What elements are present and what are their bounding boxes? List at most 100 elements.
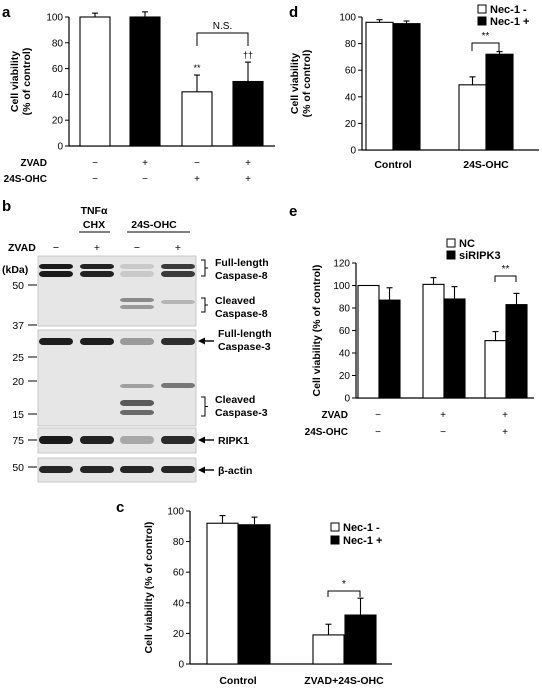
y-tick-label: 120	[333, 259, 350, 270]
band-bracket	[201, 297, 206, 313]
mw-marker-label: 25	[12, 352, 24, 364]
mw-marker-label: 37	[12, 320, 24, 332]
band-caspase-3-full	[120, 338, 154, 345]
bar	[422, 283, 445, 399]
legend-swatch	[330, 522, 340, 532]
band-caspase-3-full	[161, 338, 195, 345]
y-tick-label: 0	[350, 146, 356, 157]
y-axis-label: Cell viability	[289, 53, 301, 114]
y-tick-label: 80	[345, 39, 357, 50]
y-tick-label: 100	[339, 13, 356, 24]
band-beta-actin	[80, 466, 114, 473]
significance-label: **	[482, 31, 490, 42]
x-category-label: 24S-OHC	[463, 159, 509, 171]
bar	[378, 299, 401, 399]
legend-entry: Nec-1 -	[343, 522, 380, 534]
zvad-lane-value: +	[175, 242, 181, 254]
bar	[344, 614, 377, 665]
zvad-label: ZVAD	[8, 242, 36, 254]
mw-marker-label: 75	[12, 435, 24, 447]
band-beta-actin	[120, 466, 154, 473]
legend-entry: Nec-1 -	[490, 4, 527, 16]
band-label: Cleaved	[215, 295, 255, 307]
band-label: Caspase-8	[215, 270, 268, 282]
band-caspase-8-full	[161, 271, 195, 277]
bar	[458, 84, 487, 151]
condition-value: −	[142, 174, 148, 185]
band-caspase-8-cleaved	[120, 298, 154, 302]
y-tick-label: 60	[173, 568, 185, 579]
mw-marker-label: 50	[12, 280, 24, 292]
band-label: Caspase-3	[218, 341, 271, 353]
y-tick-label: 80	[339, 304, 351, 315]
significance-bracket	[196, 32, 249, 46]
legend-entry: Nec-1 +	[490, 16, 529, 28]
band-caspase-8-cleaved	[120, 305, 154, 309]
band-caspase-8-full	[120, 264, 154, 269]
significance-label: **	[502, 264, 510, 275]
y-tick-label: 0	[344, 394, 350, 405]
y-axis-label: Cell viability (% of control)	[143, 522, 155, 654]
y-tick-label: 20	[345, 119, 357, 130]
band-caspase-3-cleaved	[120, 400, 154, 406]
significance-bracket	[471, 42, 500, 51]
bar	[505, 304, 528, 399]
band-caspase-8-full	[161, 264, 195, 269]
zvad-lane-value: −	[53, 242, 59, 254]
band-caspase-8-full	[39, 264, 73, 269]
bar	[443, 298, 466, 399]
significance-bracket	[327, 590, 361, 597]
condition-label: ZVAD	[322, 410, 348, 421]
bar	[484, 340, 507, 399]
y-tick-label: 0	[57, 142, 63, 153]
zvad-lane-value: +	[94, 242, 100, 254]
y-axis-label: (% of control)	[301, 50, 313, 118]
bar	[365, 21, 394, 151]
legend-swatch	[477, 4, 487, 14]
y-tick-label: 20	[339, 371, 351, 382]
condition-value: +	[502, 410, 508, 421]
western-blot-panel-b: TNFα CHX 24S-OHC ZVAD − + − + (kDa) 50 37 25 20 15 75 5…	[2, 205, 272, 483]
legend-swatch	[446, 238, 456, 248]
condition-value: −	[375, 410, 381, 421]
band-ripk1	[161, 436, 195, 444]
mw-marker-label: 50	[12, 462, 24, 474]
significance-bracket	[494, 275, 517, 282]
condition-label: 24S-OHC	[305, 427, 348, 438]
condition-label: ZVAD	[21, 158, 47, 169]
band-label: RIPK1	[218, 435, 249, 447]
band-caspase-8-full	[120, 271, 154, 277]
significance-mark: **	[193, 63, 201, 73]
significance-label: N.S.	[213, 21, 232, 32]
band-label: β-actin	[218, 465, 252, 477]
band-caspase-3-cleaved	[120, 410, 154, 415]
condition-value: +	[194, 174, 200, 185]
band-ripk1	[80, 436, 114, 444]
band-caspase-8-full	[80, 271, 114, 277]
bar	[357, 284, 380, 399]
bar	[485, 53, 514, 151]
y-tick-label: 100	[333, 281, 350, 292]
band-beta-actin	[161, 466, 195, 473]
treatment-sublabel: CHX	[83, 219, 105, 231]
y-tick-label: 20	[52, 116, 64, 127]
y-tick-label: 40	[52, 90, 64, 101]
panel-letter-a: a	[2, 4, 11, 21]
y-tick-label: 0	[178, 660, 184, 671]
legend-entry: siRIPK3	[459, 250, 501, 262]
bar	[238, 524, 271, 665]
y-axis-label: Cell viability	[9, 51, 21, 112]
mw-marker-label: 15	[12, 409, 24, 421]
y-tick-label: 60	[345, 66, 357, 77]
band-caspase-3-cleaved	[120, 384, 154, 388]
chart-panel-e: 0 20 40 60 80 100 120 Cell viability (% of cont…	[305, 238, 534, 438]
bar	[181, 91, 213, 147]
band-beta-actin	[39, 466, 73, 473]
kda-label: (kDa)	[2, 264, 28, 276]
x-category-label: Control	[219, 675, 256, 687]
bar	[129, 16, 161, 147]
condition-value: +	[245, 158, 251, 169]
panel-letter-b: b	[2, 198, 11, 215]
band-arrow-head	[198, 436, 205, 444]
x-category-label: ZVAD+24S-OHC	[304, 675, 384, 687]
